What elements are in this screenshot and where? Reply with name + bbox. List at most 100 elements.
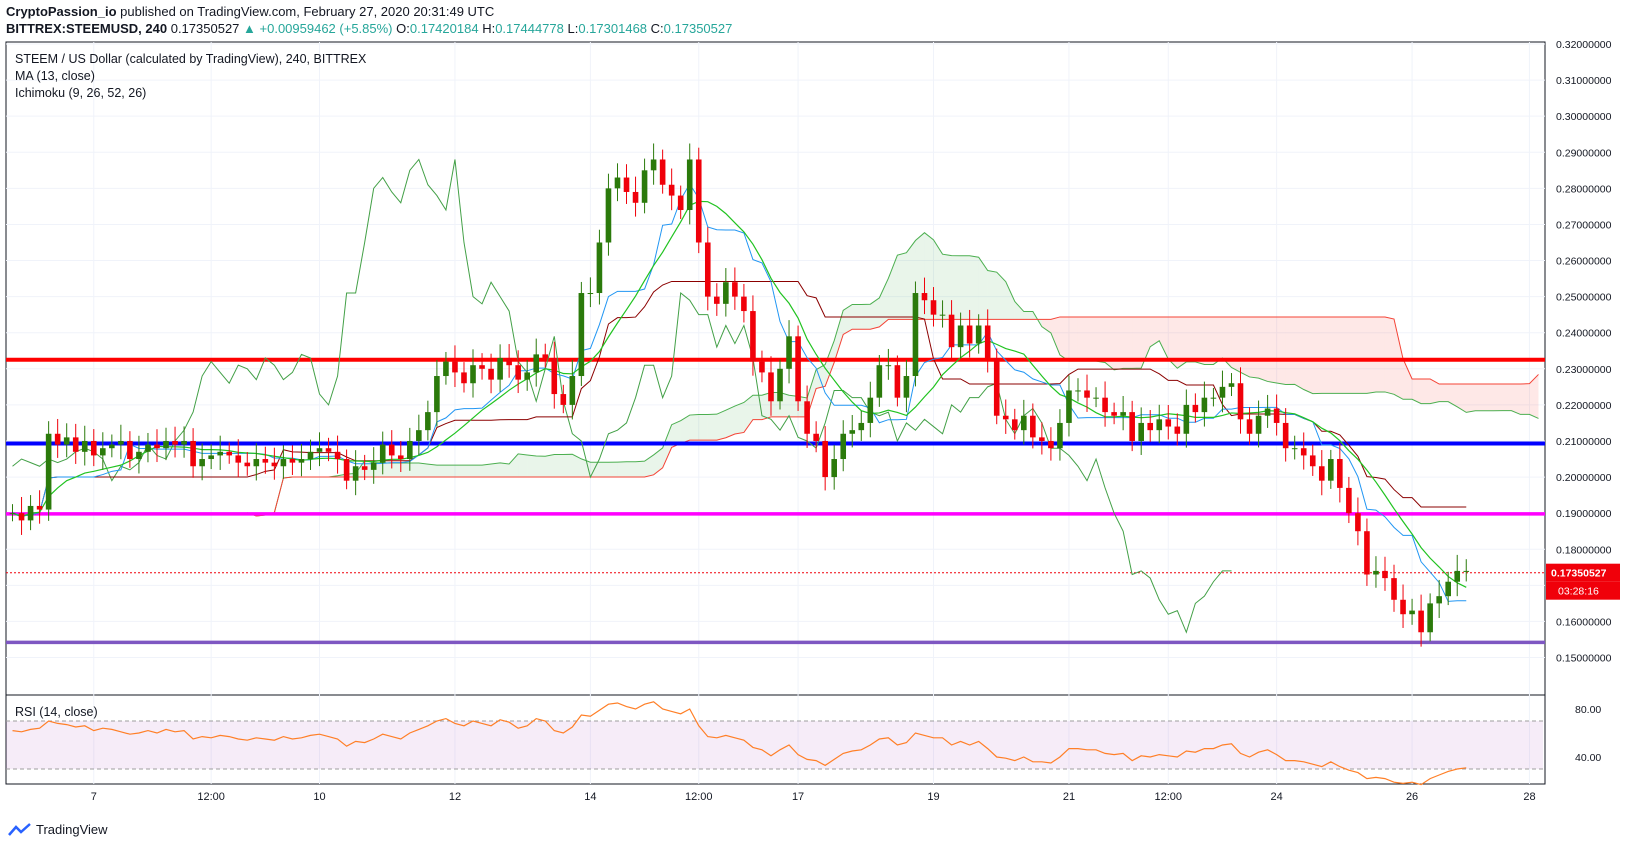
cloud-segment — [1312, 316, 1322, 394]
cloud-segment — [1430, 378, 1440, 404]
cloud-segment — [1403, 358, 1413, 400]
cloud-segment — [942, 254, 952, 320]
candle-body — [100, 448, 106, 456]
legend-title[interactable]: STEEM / US Dollar (calculated by Trading… — [15, 52, 367, 66]
candle-body — [425, 412, 431, 431]
candle-body — [1382, 570, 1388, 579]
candle-body — [226, 451, 233, 456]
low-label: L: — [567, 21, 579, 36]
cloud-segment — [1439, 384, 1449, 402]
candle-body — [759, 361, 765, 373]
candle-body — [741, 296, 747, 312]
cloud-segment — [1213, 316, 1223, 365]
candle-body — [786, 336, 792, 369]
time-tick-label: 24 — [1271, 791, 1283, 803]
legend-ma[interactable]: MA (13, close) — [15, 69, 95, 83]
candle-body — [36, 505, 43, 510]
candle-body — [551, 357, 558, 395]
candle-body — [9, 513, 16, 515]
price-tick-label: 0.15000000 — [1556, 653, 1612, 665]
cloud-segment — [509, 453, 519, 477]
cloud-segment — [834, 310, 844, 363]
ma-13-line — [12, 200, 1467, 588]
cloud-segment — [1077, 316, 1088, 362]
candle-body — [948, 314, 955, 348]
candle-body — [244, 462, 251, 467]
base-line — [12, 280, 1467, 517]
cloud-segment — [1303, 316, 1313, 394]
cloud-segment — [689, 414, 699, 441]
rsi-line — [12, 701, 1467, 786]
candle-body — [614, 177, 621, 189]
cloud-segment — [1222, 316, 1232, 368]
candle-body — [858, 422, 865, 431]
candle-body — [650, 159, 657, 171]
cloud-segment — [527, 454, 537, 477]
candle-body — [1246, 419, 1253, 434]
candle-body — [975, 325, 982, 344]
cloud-segment — [1087, 316, 1097, 362]
candle-body — [623, 177, 630, 192]
candle-body — [605, 188, 612, 243]
candle-body — [27, 505, 34, 521]
cloud-segment — [445, 465, 455, 477]
cloud-segment — [1321, 316, 1331, 394]
cloud-segment — [382, 462, 392, 477]
candle-body — [921, 293, 928, 301]
candle-body — [1048, 440, 1054, 449]
candle-body — [1264, 408, 1271, 416]
publisher-name[interactable]: CryptoPassion_io — [6, 4, 117, 19]
candle-body — [849, 430, 856, 434]
candle-body — [813, 433, 819, 441]
time-tick-label: 10 — [313, 791, 325, 803]
candle-body — [334, 451, 341, 460]
candle-body — [298, 459, 305, 463]
candle-body — [81, 440, 88, 452]
candle-body — [434, 376, 440, 413]
ohlc-line: BITTREX:STEEMUSD, 240 0.17350527 ▲ +0.00… — [6, 21, 732, 36]
legend-ichimoku[interactable]: Ichimoku (9, 26, 52, 26) — [15, 86, 147, 100]
footer[interactable]: TradingView — [8, 822, 108, 837]
cloud-segment — [1068, 316, 1078, 362]
candle-body — [379, 444, 386, 463]
candle-body — [136, 451, 142, 460]
candle-body — [939, 314, 946, 316]
candle-body — [1066, 390, 1072, 423]
candle-body — [1102, 397, 1108, 413]
candle-body — [714, 296, 720, 304]
legend-rsi[interactable]: RSI (14, close) — [15, 705, 98, 719]
price-tick-label: 0.29000000 — [1556, 147, 1612, 159]
cloud-segment — [1475, 384, 1485, 411]
cloud-segment — [653, 447, 663, 475]
candle-body — [190, 440, 196, 467]
cloud-segment — [427, 464, 437, 477]
candle-body — [569, 376, 576, 405]
candle-body — [632, 191, 639, 203]
candle-body — [262, 459, 269, 463]
candle-body — [804, 401, 810, 434]
candle-body — [325, 448, 332, 452]
candle-body — [1183, 404, 1190, 434]
candle-body — [831, 459, 837, 478]
cloud-segment — [1150, 316, 1160, 347]
candle-body — [641, 170, 648, 203]
open-value: 0.17420184 — [409, 21, 479, 36]
price-tick-label: 0.20000000 — [1556, 472, 1612, 484]
candle-body — [930, 300, 937, 315]
rsi-tick-label: 40.00 — [1575, 752, 1601, 764]
candle-body — [452, 361, 458, 373]
price-tick-label: 0.19000000 — [1556, 508, 1612, 520]
cloud-segment — [1294, 316, 1304, 390]
candles — [9, 143, 1470, 647]
candle-body — [1309, 455, 1316, 467]
cloud-segment — [436, 465, 446, 477]
candle-body — [1445, 581, 1451, 597]
time-tick-label: 21 — [1063, 791, 1075, 803]
cloud-segment — [1285, 316, 1295, 385]
cloud-segment — [1421, 378, 1431, 404]
candle-body — [1418, 610, 1424, 633]
cloud-segment — [969, 255, 979, 320]
price-tick-label: 0.27000000 — [1556, 219, 1612, 231]
cloud-segment — [463, 465, 474, 477]
